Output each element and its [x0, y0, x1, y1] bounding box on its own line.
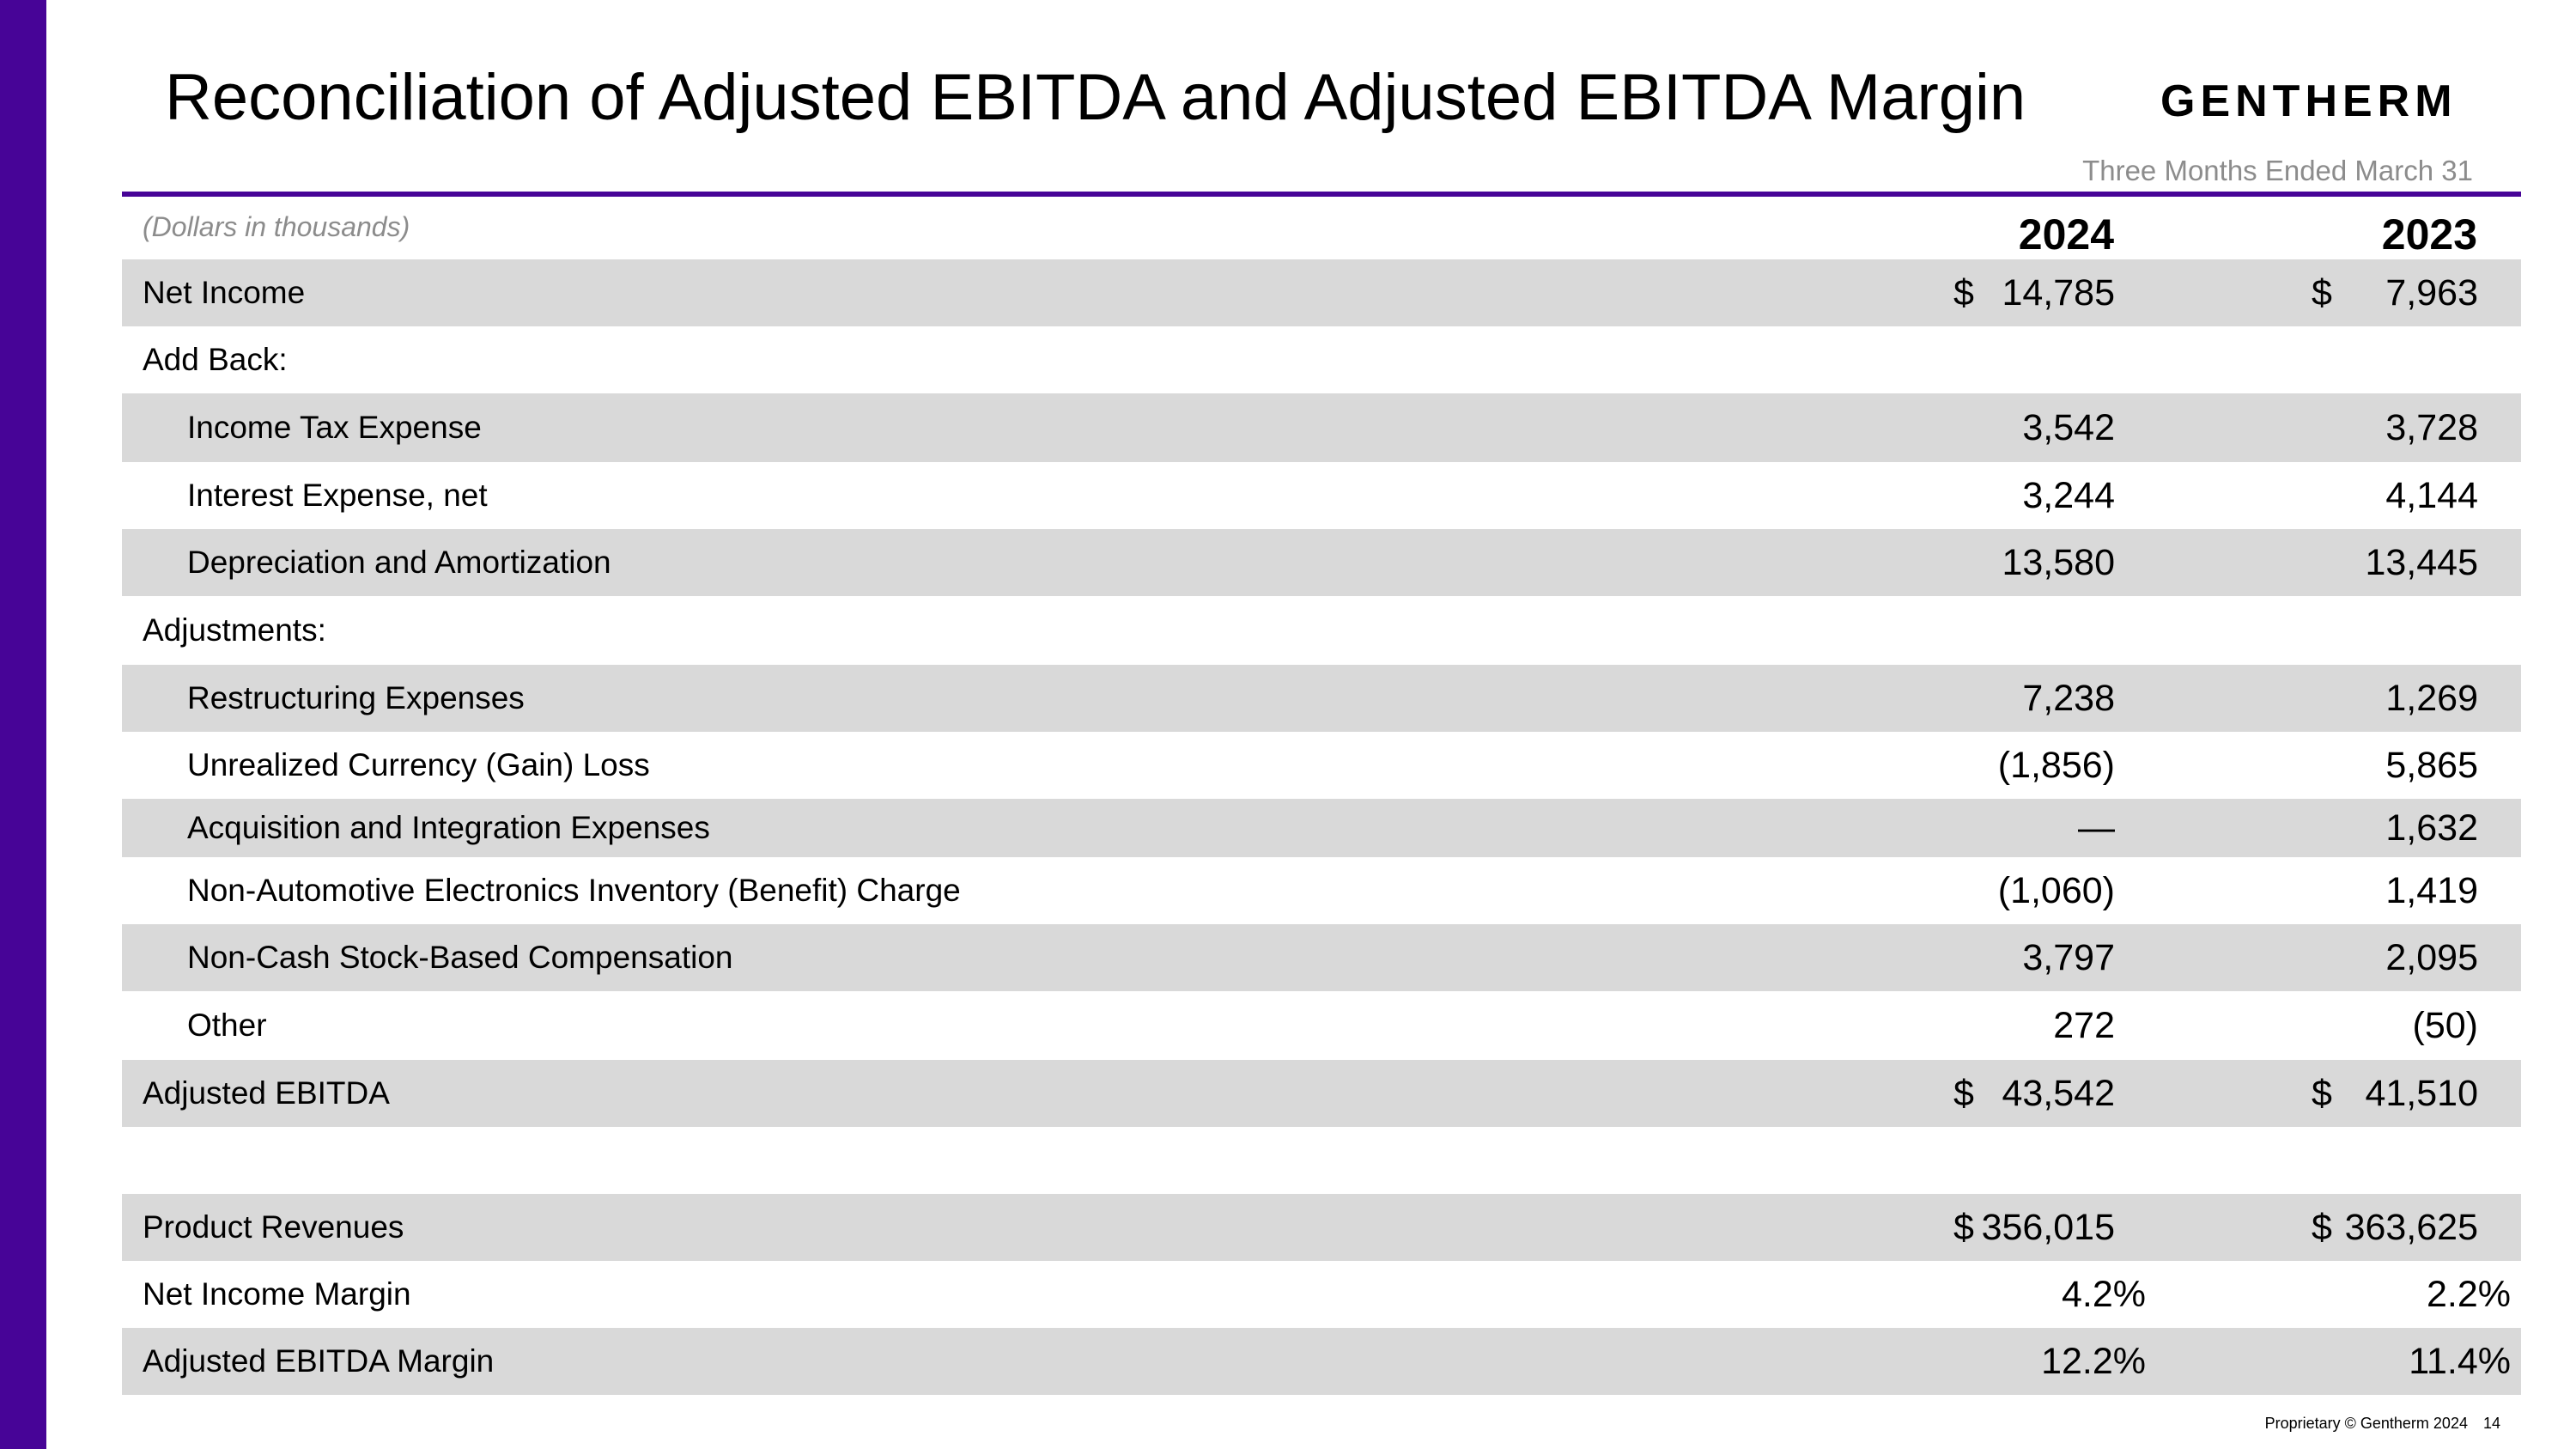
value-2024: 13,580 — [2002, 541, 2115, 583]
year-2024-header: 2024 — [2018, 210, 2114, 259]
value-2024: 3,542 — [2022, 406, 2115, 448]
year-2023-header: 2023 — [2381, 210, 2477, 259]
table-row-add-back: Add Back: — [122, 326, 2521, 393]
value-2023: 7,963 — [2385, 271, 2478, 314]
value-2023: 2,095 — [2385, 936, 2478, 978]
table-row-adjusted-ebitda: Adjusted EBITDA $ 43,542 $ 41,510 — [122, 1060, 2521, 1127]
value-2023: 11.4% — [2409, 1340, 2511, 1382]
section-label: Adjustments: — [143, 612, 326, 648]
table-row-product-revenues: Product Revenues $ 356,015 $ 363,625 — [122, 1194, 2521, 1261]
value-2024: (1,060) — [1997, 869, 2115, 911]
row-label: Non-Cash Stock-Based Compensation — [187, 940, 733, 975]
table-row-net-income: Net Income $ 14,785 $ 7,963 — [122, 259, 2521, 326]
dollar-sign: $ — [2312, 1072, 2332, 1114]
table-row-acquisition: Acquisition and Integration Expenses — 1… — [122, 799, 2521, 857]
row-label: Net Income — [143, 275, 306, 310]
table-row-unrealized-currency: Unrealized Currency (Gain) Loss (1,856) … — [122, 732, 2521, 799]
value-2023: 363,625 — [2344, 1206, 2478, 1248]
row-label: Net Income Margin — [143, 1276, 411, 1312]
row-label: Other — [187, 1008, 267, 1043]
value-2023: 1,269 — [2385, 677, 2478, 719]
row-label: Depreciation and Amortization — [187, 545, 611, 580]
dollar-sign: $ — [1953, 1072, 1974, 1114]
value-2023: 4,144 — [2385, 474, 2478, 516]
value-2023: 1,419 — [2385, 869, 2478, 911]
value-2024: 3,797 — [2022, 936, 2115, 978]
row-label: Adjusted EBITDA Margin — [143, 1343, 495, 1379]
row-label: Non-Automotive Electronics Inventory (Be… — [187, 873, 961, 908]
row-label: Acquisition and Integration Expenses — [187, 810, 710, 845]
dollar-sign: $ — [1953, 1206, 1974, 1248]
table-row-adjusted-ebitda-margin: Adjusted EBITDA Margin 12.2% 11.4% — [122, 1328, 2521, 1395]
value-2024: 272 — [2053, 1004, 2115, 1046]
value-2024: 43,542 — [2002, 1072, 2115, 1114]
table-row-other: Other 272 (50) — [122, 991, 2521, 1060]
table-row-income-tax: Income Tax Expense 3,542 3,728 — [122, 393, 2521, 462]
value-2024: (1,856) — [1997, 744, 2115, 786]
row-label: Unrealized Currency (Gain) Loss — [187, 747, 650, 782]
units-note: (Dollars in thousands) — [143, 211, 410, 242]
page-number: 14 — [2482, 1415, 2500, 1432]
value-2023: 41,510 — [2365, 1072, 2478, 1114]
value-2024: 4.2% — [2061, 1273, 2146, 1315]
row-label: Interest Expense, net — [187, 478, 488, 513]
accent-sidebar — [0, 0, 46, 1449]
value-2023: 2.2% — [2426, 1273, 2511, 1315]
value-2024: 3,244 — [2022, 474, 2115, 516]
value-2024: — — [2078, 807, 2115, 849]
page-title: Reconciliation of Adjusted EBITDA and Ad… — [165, 61, 2026, 134]
dollar-sign: $ — [2312, 271, 2332, 314]
period-header: Three Months Ended March 31 — [2082, 155, 2473, 186]
value-2023: 5,865 — [2385, 744, 2478, 786]
value-2024: 356,015 — [1981, 1206, 2115, 1248]
gentherm-logo: GENTHERM — [2160, 76, 2458, 126]
value-2023: 1,632 — [2385, 807, 2478, 849]
value-2023: 13,445 — [2365, 541, 2478, 583]
dollar-sign: $ — [2312, 1206, 2332, 1248]
row-label: Product Revenues — [143, 1209, 404, 1245]
table-row-net-income-margin: Net Income Margin 4.2% 2.2% — [122, 1261, 2521, 1328]
footer-copyright: Proprietary © Gentherm 2024 — [2264, 1415, 2468, 1432]
row-label: Restructuring Expenses — [187, 680, 525, 715]
table-row-restructuring: Restructuring Expenses 7,238 1,269 — [122, 665, 2521, 732]
value-2023: (50) — [2412, 1004, 2478, 1046]
value-2024: 14,785 — [2002, 271, 2115, 314]
table-row-interest-expense: Interest Expense, net 3,244 4,144 — [122, 462, 2521, 529]
row-label: Adjusted EBITDA — [143, 1075, 390, 1111]
table-row-depreciation: Depreciation and Amortization 13,580 13,… — [122, 529, 2521, 596]
dollar-sign: $ — [1953, 271, 1974, 314]
value-2024: 7,238 — [2022, 677, 2115, 719]
section-label: Add Back: — [143, 342, 288, 377]
table-row-inventory-charge: Non-Automotive Electronics Inventory (Be… — [122, 857, 2521, 924]
table-row-adjustments: Adjustments: — [122, 596, 2521, 665]
value-2023: 3,728 — [2385, 406, 2478, 448]
row-label: Income Tax Expense — [187, 410, 482, 445]
header-rule — [122, 192, 2521, 197]
value-2024: 12.2% — [2041, 1340, 2146, 1382]
table-row-stock-compensation: Non-Cash Stock-Based Compensation 3,797 … — [122, 924, 2521, 991]
footer: Proprietary © Gentherm 2024 14 — [2265, 1415, 2500, 1433]
